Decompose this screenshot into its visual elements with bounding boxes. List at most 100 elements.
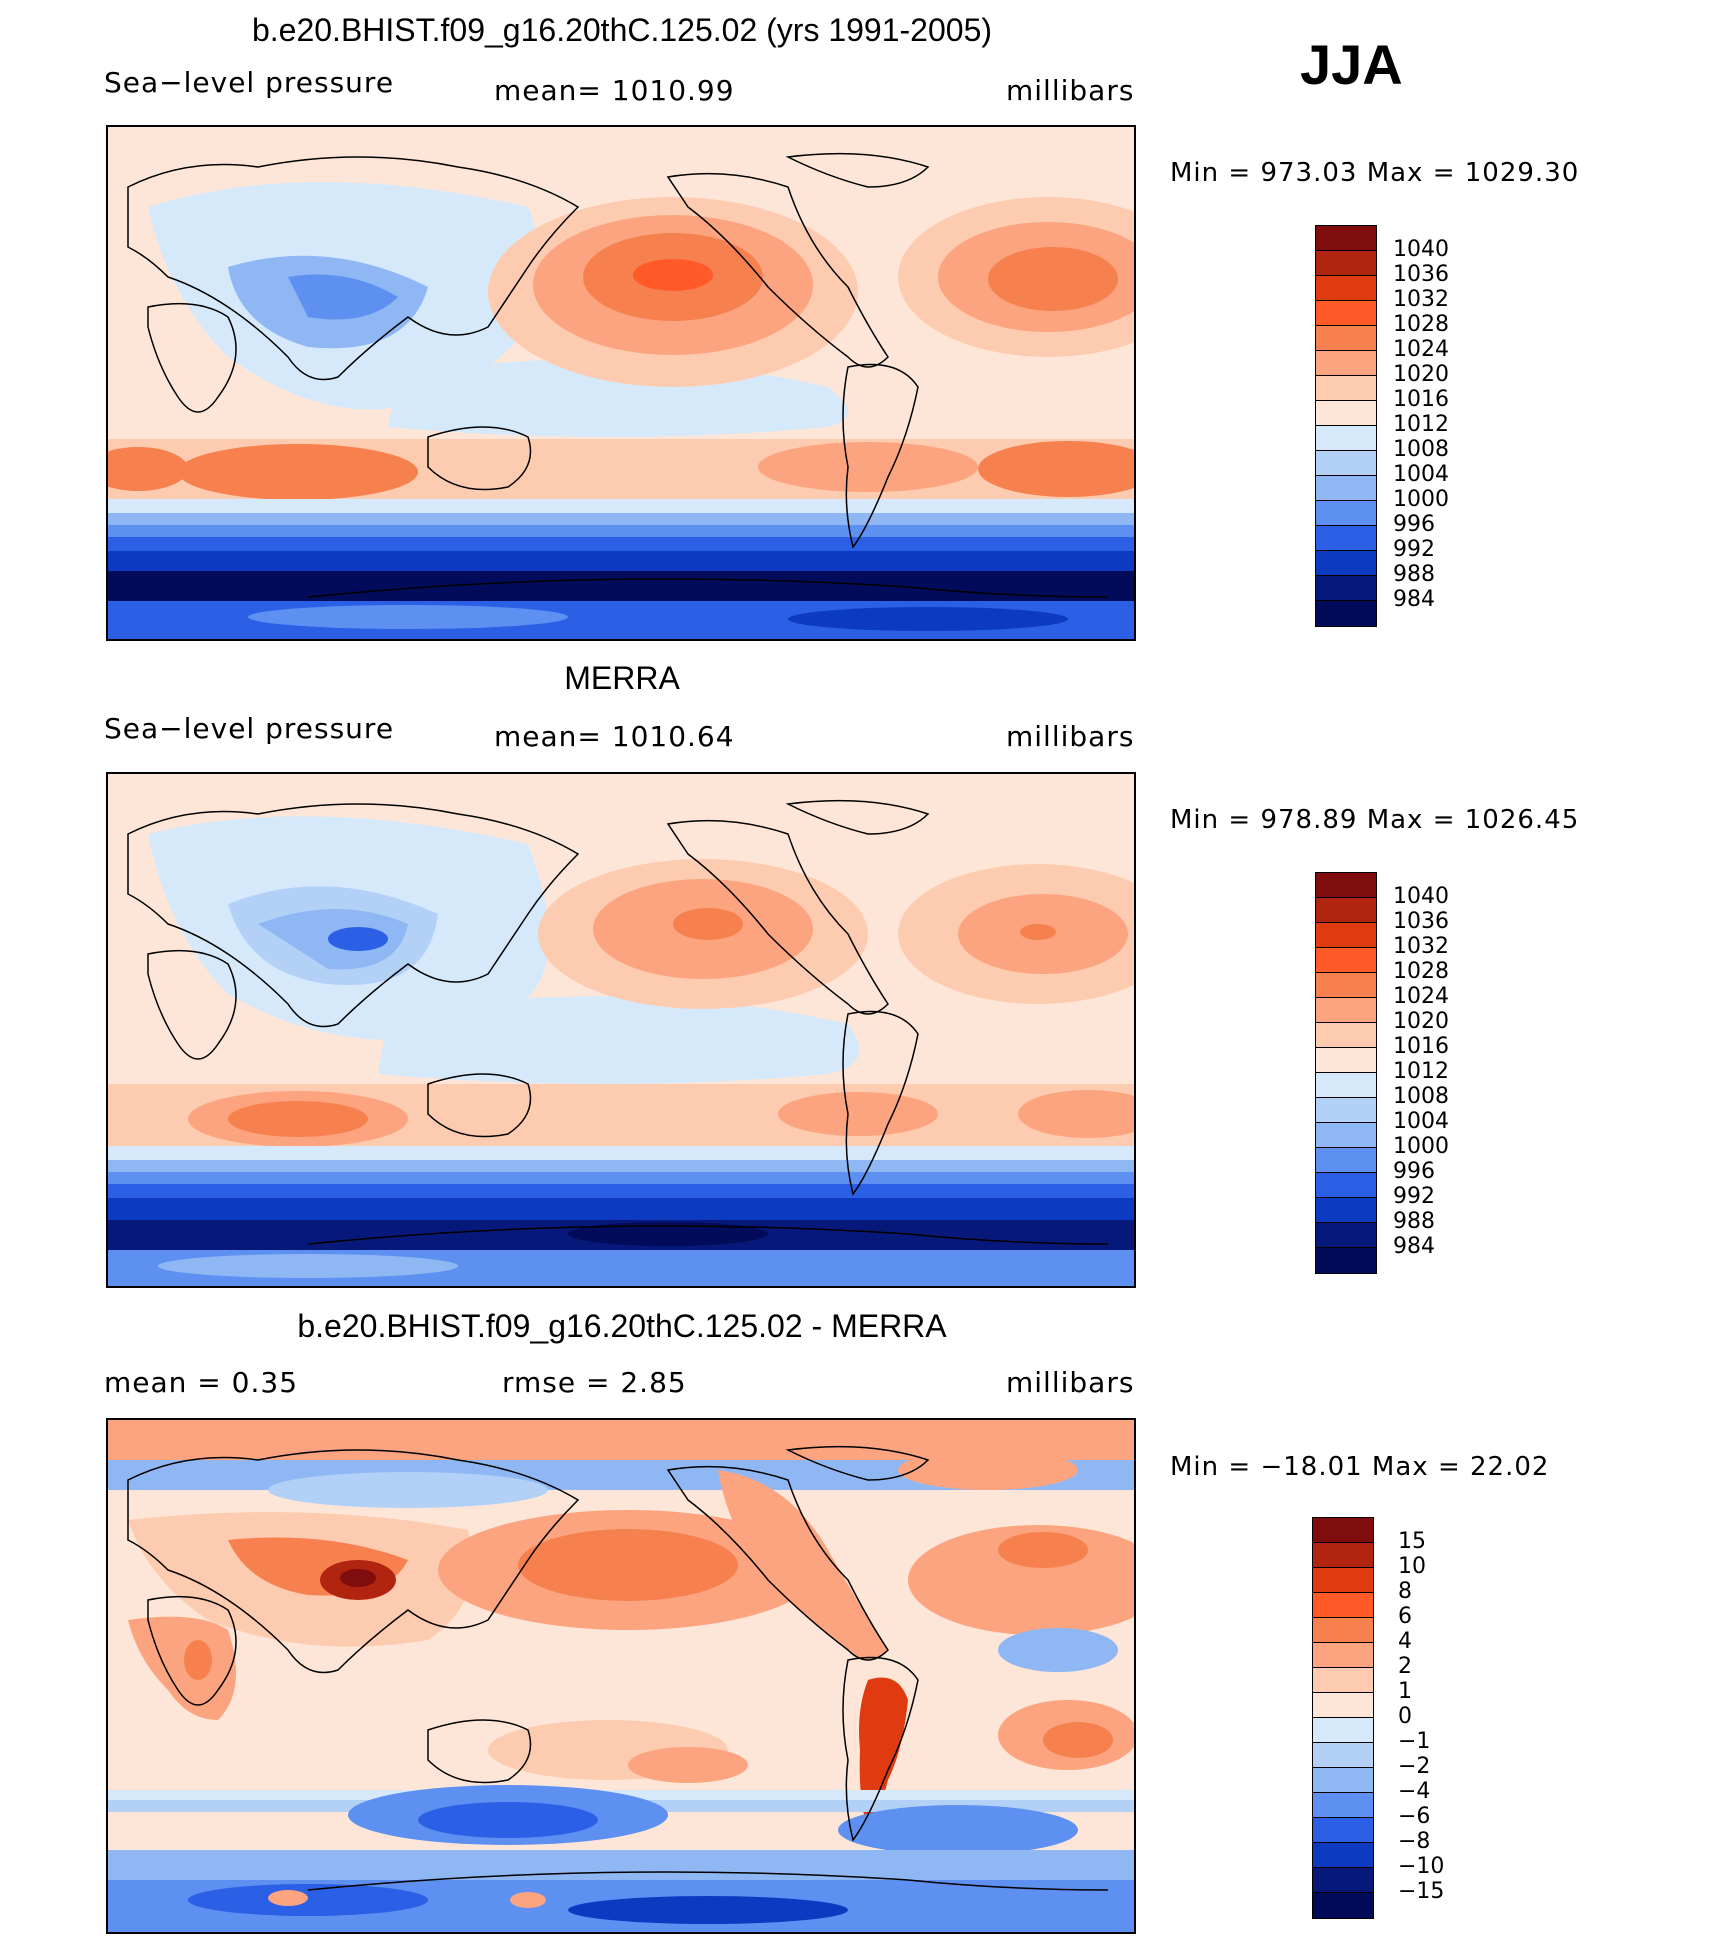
colorbar-tick: 1024 bbox=[1393, 337, 1449, 362]
panel1-variable: Sea−level pressure bbox=[104, 66, 395, 99]
colorbar-swatch bbox=[1316, 326, 1376, 351]
panel3-units: millibars bbox=[1006, 1366, 1135, 1399]
colorbar-tick: 1036 bbox=[1393, 262, 1449, 287]
colorbar-swatch bbox=[1313, 1693, 1373, 1718]
colorbar-tick: −10 bbox=[1398, 1854, 1445, 1879]
colorbar-swatch bbox=[1313, 1818, 1373, 1843]
colorbar-tick: 6 bbox=[1398, 1604, 1412, 1629]
season-label: JJA bbox=[1300, 33, 1403, 96]
colorbar-swatch bbox=[1316, 1073, 1376, 1098]
panel3-title: b.e20.BHIST.f09_g16.20thC.125.02 - MERRA bbox=[297, 1308, 947, 1344]
colorbar-swatch bbox=[1316, 898, 1376, 923]
panel1-map bbox=[106, 125, 1136, 641]
colorbar-tick: −6 bbox=[1398, 1804, 1431, 1829]
colorbar-swatch bbox=[1316, 601, 1376, 626]
colorbar-tick: 1 bbox=[1398, 1679, 1412, 1704]
colorbar-swatch bbox=[1316, 401, 1376, 426]
colorbar-tick: 1040 bbox=[1393, 884, 1449, 909]
colorbar-swatch bbox=[1313, 1718, 1373, 1743]
panel3-map bbox=[106, 1418, 1136, 1934]
colorbar-swatch bbox=[1313, 1543, 1373, 1568]
colorbar-tick: 1000 bbox=[1393, 487, 1449, 512]
colorbar-swatch bbox=[1316, 873, 1376, 898]
colorbar-tick: 1036 bbox=[1393, 909, 1449, 934]
colorbar-tick: 988 bbox=[1393, 562, 1435, 587]
colorbar-swatch bbox=[1316, 551, 1376, 576]
colorbar-tick: 992 bbox=[1393, 1184, 1435, 1209]
colorbar-tick: 10 bbox=[1398, 1554, 1426, 1579]
colorbar-swatch bbox=[1313, 1618, 1373, 1643]
colorbar-swatch bbox=[1316, 276, 1376, 301]
panel1-mean: mean= 1010.99 bbox=[494, 74, 735, 107]
colorbar-tick: 1012 bbox=[1393, 1059, 1449, 1084]
colorbar-tick: 1016 bbox=[1393, 387, 1449, 412]
panel3-colorbar bbox=[1312, 1517, 1374, 1919]
panel1-title: b.e20.BHIST.f09_g16.20thC.125.02 (yrs 19… bbox=[251, 12, 993, 48]
colorbar-swatch bbox=[1316, 576, 1376, 601]
colorbar-swatch bbox=[1316, 1123, 1376, 1148]
colorbar-swatch bbox=[1316, 998, 1376, 1023]
colorbar-swatch bbox=[1313, 1743, 1373, 1768]
colorbar-swatch bbox=[1316, 1023, 1376, 1048]
panel1-minmax: Min = 973.03 Max = 1029.30 bbox=[1170, 158, 1580, 188]
colorbar-tick: 1004 bbox=[1393, 462, 1449, 487]
colorbar-tick: 1040 bbox=[1393, 237, 1449, 262]
colorbar-tick: −8 bbox=[1398, 1829, 1431, 1854]
panel2-title: MERRA bbox=[564, 660, 680, 696]
colorbar-tick: 1020 bbox=[1393, 1009, 1449, 1034]
panel2-units: millibars bbox=[1006, 720, 1135, 753]
panel2-minmax: Min = 978.89 Max = 1026.45 bbox=[1170, 805, 1580, 835]
colorbar-tick: 1004 bbox=[1393, 1109, 1449, 1134]
colorbar-swatch bbox=[1316, 301, 1376, 326]
panel2-map bbox=[106, 772, 1136, 1288]
colorbar-swatch bbox=[1316, 1198, 1376, 1223]
colorbar-swatch bbox=[1316, 1148, 1376, 1173]
colorbar-tick: 2 bbox=[1398, 1654, 1412, 1679]
colorbar-swatch bbox=[1313, 1793, 1373, 1818]
colorbar-tick: 996 bbox=[1393, 512, 1435, 537]
colorbar-swatch bbox=[1316, 1098, 1376, 1123]
colorbar-swatch bbox=[1313, 1593, 1373, 1618]
colorbar-swatch bbox=[1316, 351, 1376, 376]
colorbar-swatch bbox=[1313, 1768, 1373, 1793]
colorbar-swatch bbox=[1316, 948, 1376, 973]
colorbar-swatch bbox=[1313, 1568, 1373, 1593]
colorbar-tick: −15 bbox=[1398, 1879, 1445, 1904]
colorbar-swatch bbox=[1316, 973, 1376, 998]
colorbar-tick: 1032 bbox=[1393, 287, 1449, 312]
colorbar-tick: −4 bbox=[1398, 1779, 1431, 1804]
colorbar-tick: 988 bbox=[1393, 1209, 1435, 1234]
colorbar-swatch bbox=[1316, 376, 1376, 401]
panel3-rmse: rmse = 2.85 bbox=[502, 1366, 687, 1399]
colorbar-swatch bbox=[1316, 923, 1376, 948]
colorbar-swatch bbox=[1316, 1173, 1376, 1198]
colorbar-tick: 1012 bbox=[1393, 412, 1449, 437]
panel3-mean: mean = 0.35 bbox=[104, 1366, 299, 1399]
colorbar-tick: −2 bbox=[1398, 1754, 1431, 1779]
panel1-map-svg bbox=[108, 127, 1134, 639]
colorbar-swatch bbox=[1316, 526, 1376, 551]
colorbar-tick: 992 bbox=[1393, 537, 1435, 562]
colorbar-swatch bbox=[1313, 1518, 1373, 1543]
panel3-map-svg bbox=[108, 1420, 1134, 1932]
colorbar-tick: 984 bbox=[1393, 587, 1435, 612]
colorbar-tick: 1000 bbox=[1393, 1134, 1449, 1159]
colorbar-tick: 0 bbox=[1398, 1704, 1412, 1729]
colorbar-swatch bbox=[1313, 1843, 1373, 1868]
colorbar-tick: 984 bbox=[1393, 1234, 1435, 1259]
panel2-mean: mean= 1010.64 bbox=[494, 720, 735, 753]
colorbar-swatch bbox=[1316, 251, 1376, 276]
colorbar-tick: 1024 bbox=[1393, 984, 1449, 1009]
colorbar-tick: 1032 bbox=[1393, 934, 1449, 959]
colorbar-swatch bbox=[1313, 1643, 1373, 1668]
colorbar-tick: 15 bbox=[1398, 1529, 1426, 1554]
colorbar-swatch bbox=[1316, 451, 1376, 476]
panel2-colorbar bbox=[1315, 872, 1377, 1274]
colorbar-swatch bbox=[1316, 476, 1376, 501]
colorbar-tick: 1016 bbox=[1393, 1034, 1449, 1059]
colorbar-tick: 1028 bbox=[1393, 312, 1449, 337]
colorbar-swatch bbox=[1313, 1868, 1373, 1893]
colorbar-tick: 1008 bbox=[1393, 1084, 1449, 1109]
colorbar-tick: 4 bbox=[1398, 1629, 1412, 1654]
colorbar-tick: 996 bbox=[1393, 1159, 1435, 1184]
